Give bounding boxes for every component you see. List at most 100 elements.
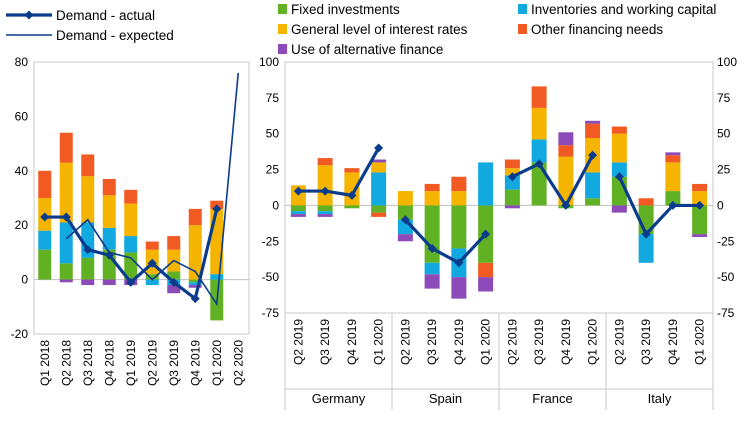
right-bar-germany-1-s3 xyxy=(317,158,333,166)
right-x-tick-label: Q3 2019 xyxy=(425,319,439,365)
right-bar-italy-0-s2 xyxy=(611,133,627,163)
legend-label: General level of interest rates xyxy=(291,22,468,37)
right-actual-marker xyxy=(695,200,705,210)
right-bar-italy-1-s1 xyxy=(638,234,654,263)
right-bar-spain-3-s1 xyxy=(478,162,494,206)
right-x-tick-label: Q2 2019 xyxy=(398,319,412,365)
left-bar-8-s1 xyxy=(210,274,224,280)
left-actual-marker xyxy=(147,258,157,268)
right-bar-germany-1-s4 xyxy=(317,214,333,217)
left-bar-8-s2 xyxy=(210,208,224,275)
legend-swatch xyxy=(518,4,527,14)
right-bar-germany-0-s4 xyxy=(290,214,306,217)
right-x-tick-label: Q2 2019 xyxy=(612,319,626,365)
country-label: France xyxy=(532,391,572,406)
left-bar-5-s0 xyxy=(145,274,159,280)
left-bar-2-s0 xyxy=(81,257,95,280)
right-y-tick-label-left: -75 xyxy=(262,306,280,320)
right-bar-france-0-s3 xyxy=(504,159,520,169)
right-x-tick-label: Q2 2019 xyxy=(291,319,305,365)
right-y-tick-label-right: 0 xyxy=(717,198,724,212)
left-bar-2-s4 xyxy=(81,279,95,286)
right-bar-germany-0-s0 xyxy=(290,205,306,212)
right-y-tick-label-left: 50 xyxy=(266,127,280,141)
left-bar-1-s3 xyxy=(59,132,73,163)
left-bar-2-s2 xyxy=(81,176,95,223)
legend-diamond-marker xyxy=(24,10,34,20)
left-x-tick-label: Q3 2019 xyxy=(167,340,181,386)
left-bar-5-s1 xyxy=(145,279,159,286)
right-bar-germany-2-s2 xyxy=(344,172,360,206)
left-bar-0-s3 xyxy=(38,170,52,198)
left-actual-marker xyxy=(212,204,222,214)
right-bar-france-0-s0 xyxy=(504,189,520,206)
right-bar-germany-3-s3 xyxy=(371,212,387,217)
right-bar-spain-2-s2 xyxy=(451,191,467,206)
right-y-tick-label-left: -25 xyxy=(262,234,280,248)
right-x-tick-label: Q2 2019 xyxy=(505,319,519,365)
left-x-tick-label: Q2 2019 xyxy=(145,340,159,386)
right-bar-germany-3-s0 xyxy=(371,205,387,213)
left-bar-3-s3 xyxy=(102,178,116,196)
left-actual-marker xyxy=(190,294,200,304)
left-bar-6-s3 xyxy=(167,236,181,250)
left-bar-3-s2 xyxy=(102,195,116,228)
legend-swatch xyxy=(518,24,527,34)
left-y-tick-label: -20 xyxy=(11,327,29,341)
right-bar-germany-0-s1 xyxy=(290,211,306,215)
right-bar-france-0-s1 xyxy=(504,175,520,190)
left-bar-5-s3 xyxy=(145,241,159,250)
right-bar-italy-0-s4 xyxy=(611,205,627,213)
left-bar-1-s1 xyxy=(59,222,73,264)
right-actual-marker xyxy=(427,243,437,253)
left-x-tick-label: Q2 2018 xyxy=(59,340,73,386)
right-actual-line-spain xyxy=(404,218,487,265)
left-y-tick-label: 0 xyxy=(21,273,28,287)
right-actual-line-france xyxy=(511,154,595,208)
left-bar-3-s1 xyxy=(102,227,116,250)
left-bar-4-s1 xyxy=(124,236,138,253)
left-bar-3-s4 xyxy=(102,279,116,286)
right-bar-germany-3-s4 xyxy=(371,159,387,163)
left-x-tick-label: Q4 2019 xyxy=(188,340,202,386)
right-y-tick-label-left: 25 xyxy=(266,163,280,177)
right-bar-france-2-s4 xyxy=(558,132,574,146)
right-actual-marker xyxy=(588,150,598,160)
right-bar-spain-2-s4 xyxy=(451,277,467,299)
right-x-tick-label: Q1 2020 xyxy=(372,319,386,365)
right-bar-france-0-s2 xyxy=(504,168,520,176)
right-bar-france-2-s2 xyxy=(558,156,574,206)
right-actual-marker xyxy=(293,186,303,196)
left-bar-6-s0 xyxy=(167,271,181,280)
left-actual-marker xyxy=(61,212,71,222)
right-bar-italy-2-s0 xyxy=(665,191,681,206)
right-actual-marker xyxy=(534,159,544,169)
right-y-tick-label-left: 100 xyxy=(259,55,279,69)
left-bar-1-s4 xyxy=(59,279,73,283)
right-x-tick-label: Q4 2019 xyxy=(666,319,680,365)
right-y-tick-label-right: 100 xyxy=(717,55,737,69)
right-bar-italy-3-s3 xyxy=(692,183,708,192)
legend-label: Use of alternative finance xyxy=(291,42,443,57)
left-x-tick-label: Q3 2018 xyxy=(81,340,95,386)
country-label: Spain xyxy=(429,391,462,406)
right-bar-germany-1-s0 xyxy=(317,205,333,212)
right-bar-italy-2-s4 xyxy=(665,152,681,156)
right-x-tick-label: Q1 2020 xyxy=(693,319,707,365)
left-bar-0-s1 xyxy=(38,230,52,250)
left-bar-7-s3 xyxy=(188,208,202,226)
left-actual-marker xyxy=(83,245,93,255)
right-bar-france-2-s3 xyxy=(558,145,574,157)
left-bar-7-s4 xyxy=(188,285,202,288)
right-bar-spain-2-s0 xyxy=(451,205,467,249)
right-bar-spain-1-s1 xyxy=(424,262,440,275)
left-y-tick-label: 80 xyxy=(15,55,29,69)
right-x-tick-label: Q4 2019 xyxy=(559,319,573,365)
legend-label: Other financing needs xyxy=(531,22,663,37)
right-bar-italy-3-s4 xyxy=(692,234,708,237)
left-x-tick-label: Q2 2020 xyxy=(231,340,245,386)
right-bar-spain-2-s3 xyxy=(451,176,467,192)
left-x-tick-label: Q1 2018 xyxy=(38,340,52,386)
right-bar-france-1-s3 xyxy=(531,86,547,108)
